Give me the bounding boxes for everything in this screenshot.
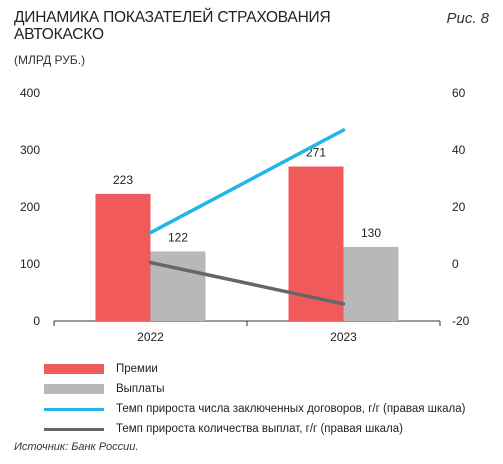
bar-0-2022 bbox=[95, 193, 151, 321]
legend-swatch-contracts-growth bbox=[44, 407, 104, 411]
legend-swatch-payouts-growth bbox=[44, 427, 104, 431]
right-tick-label-40: 40 bbox=[452, 143, 466, 157]
chart-title: ДИНАМИКА ПОКАЗАТЕЛЕЙ СТРАХОВАНИЯ АВТОКАС… bbox=[14, 9, 331, 43]
left-tick-label-100: 100 bbox=[20, 257, 40, 271]
right-tick-label-0: 0 bbox=[452, 257, 459, 271]
data-label-1-2023: 130 bbox=[361, 226, 381, 240]
legend-item-contracts-growth: Темп прироста числа заключенных договоро… bbox=[44, 399, 465, 419]
x-tick-label-2023: 2023 bbox=[330, 330, 357, 344]
legend-swatch-payouts bbox=[44, 384, 104, 394]
right-tick-label--20: -20 bbox=[452, 314, 470, 328]
units-label: (МЛРД РУБ.) bbox=[14, 53, 86, 67]
series-line-0 bbox=[148, 128, 346, 235]
legend-label-payouts: Выплаты bbox=[116, 383, 165, 395]
bar-1-2022 bbox=[150, 251, 206, 321]
left-tick-label-0: 0 bbox=[33, 314, 40, 328]
data-label-1-2022: 122 bbox=[168, 230, 188, 244]
legend-label-premiums: Премии bbox=[116, 363, 158, 375]
legend-label-contracts-growth: Темп прироста числа заключенных договоро… bbox=[116, 403, 466, 415]
x-tick-label-2022: 2022 bbox=[137, 330, 164, 344]
right-tick-label-20: 20 bbox=[452, 200, 466, 214]
legend-swatch-premiums bbox=[44, 364, 104, 374]
series-line-1 bbox=[148, 260, 346, 306]
figure-label: Рис. 8 bbox=[446, 10, 489, 27]
legend-item-premiums: Премии bbox=[44, 359, 465, 379]
legend-label-payouts-growth: Темп прироста количества выплат, г/г (пр… bbox=[116, 423, 403, 435]
chart-legend: Премии Выплаты Темп прироста числа заклю… bbox=[44, 359, 465, 439]
left-tick-label-300: 300 bbox=[20, 143, 40, 157]
legend-item-payouts-growth: Темп прироста количества выплат, г/г (пр… bbox=[44, 419, 465, 439]
data-label-0-2022: 223 bbox=[113, 173, 133, 187]
source-note: Источник: Банк России. bbox=[14, 441, 139, 453]
right-tick-label-60: 60 bbox=[452, 86, 466, 100]
bar-1-2023 bbox=[343, 246, 399, 321]
left-tick-label-200: 200 bbox=[20, 200, 40, 214]
legend-item-payouts: Выплаты bbox=[44, 379, 465, 399]
left-tick-label-400: 400 bbox=[20, 86, 40, 100]
chart-plot: 0100200300400-20020406022312220222711302… bbox=[20, 86, 470, 344]
